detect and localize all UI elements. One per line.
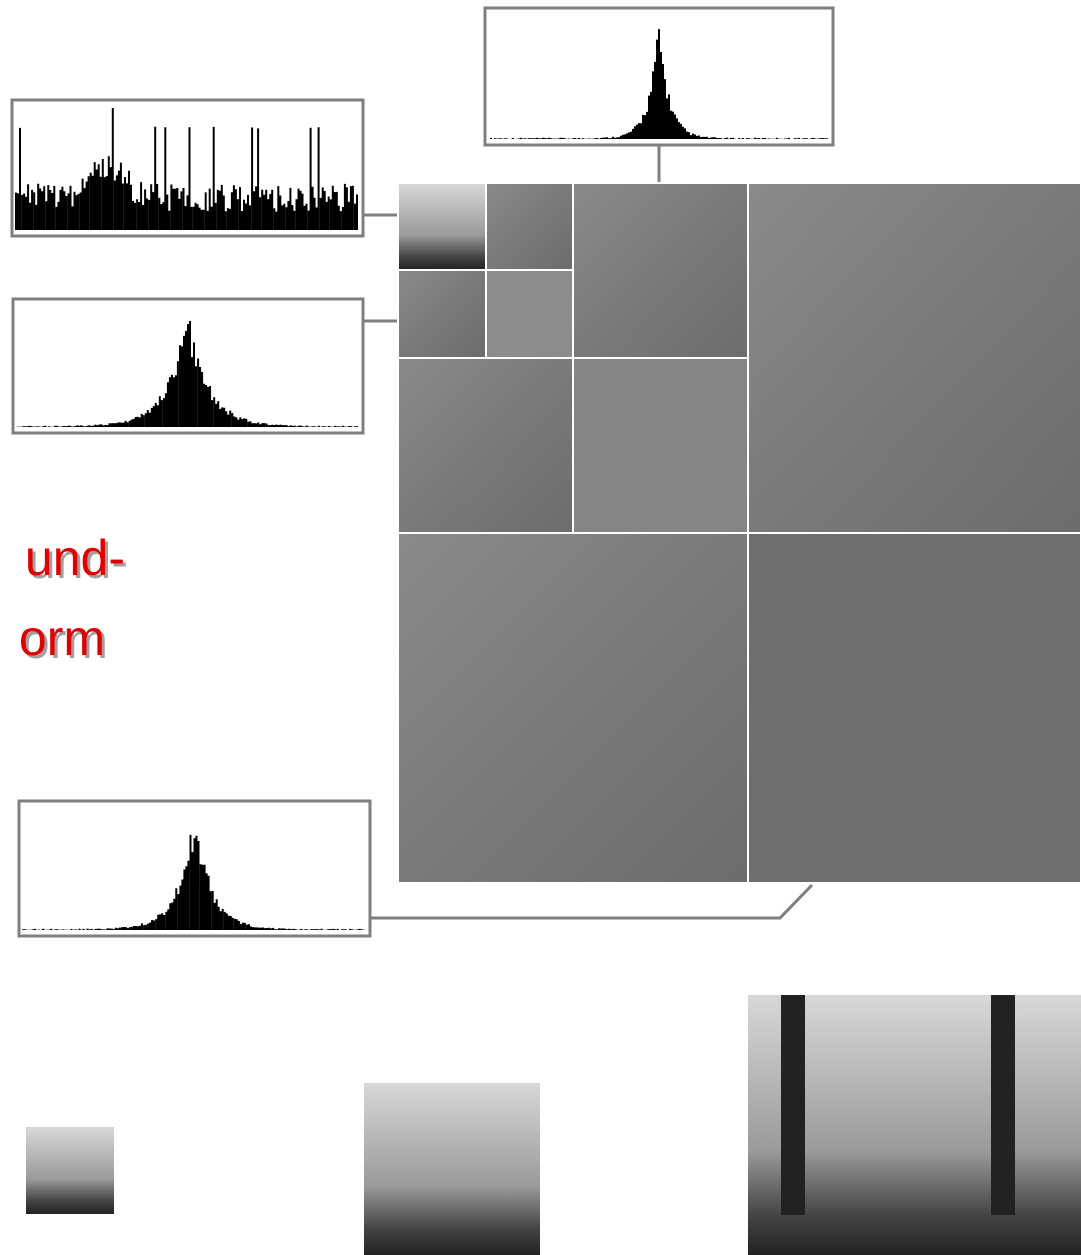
subband-tile: [748, 533, 1081, 883]
title: und- und- orm orm: [19, 530, 128, 669]
photo-bar: [991, 995, 1015, 1215]
lowpass-tile: [398, 183, 486, 270]
photo-bar: [781, 995, 805, 1215]
subband-tile: [573, 358, 748, 533]
subband-tile: [748, 183, 1081, 533]
title-line: orm: [19, 610, 105, 666]
subband-tile: [486, 270, 573, 358]
subband-tile: [398, 358, 573, 533]
title-line: und-: [25, 530, 125, 586]
photo-medium: [364, 1083, 540, 1255]
image-pyramid: [26, 995, 1081, 1255]
subband-tile: [573, 183, 748, 358]
photo-small: [26, 1127, 114, 1214]
subband-tile: [398, 270, 486, 358]
subband-pyramid: [398, 183, 1081, 883]
subband-tile: [486, 183, 573, 270]
slide: und- und- orm orm: [0, 0, 1081, 1255]
subband-tile: [398, 533, 748, 883]
connector: [370, 885, 812, 918]
